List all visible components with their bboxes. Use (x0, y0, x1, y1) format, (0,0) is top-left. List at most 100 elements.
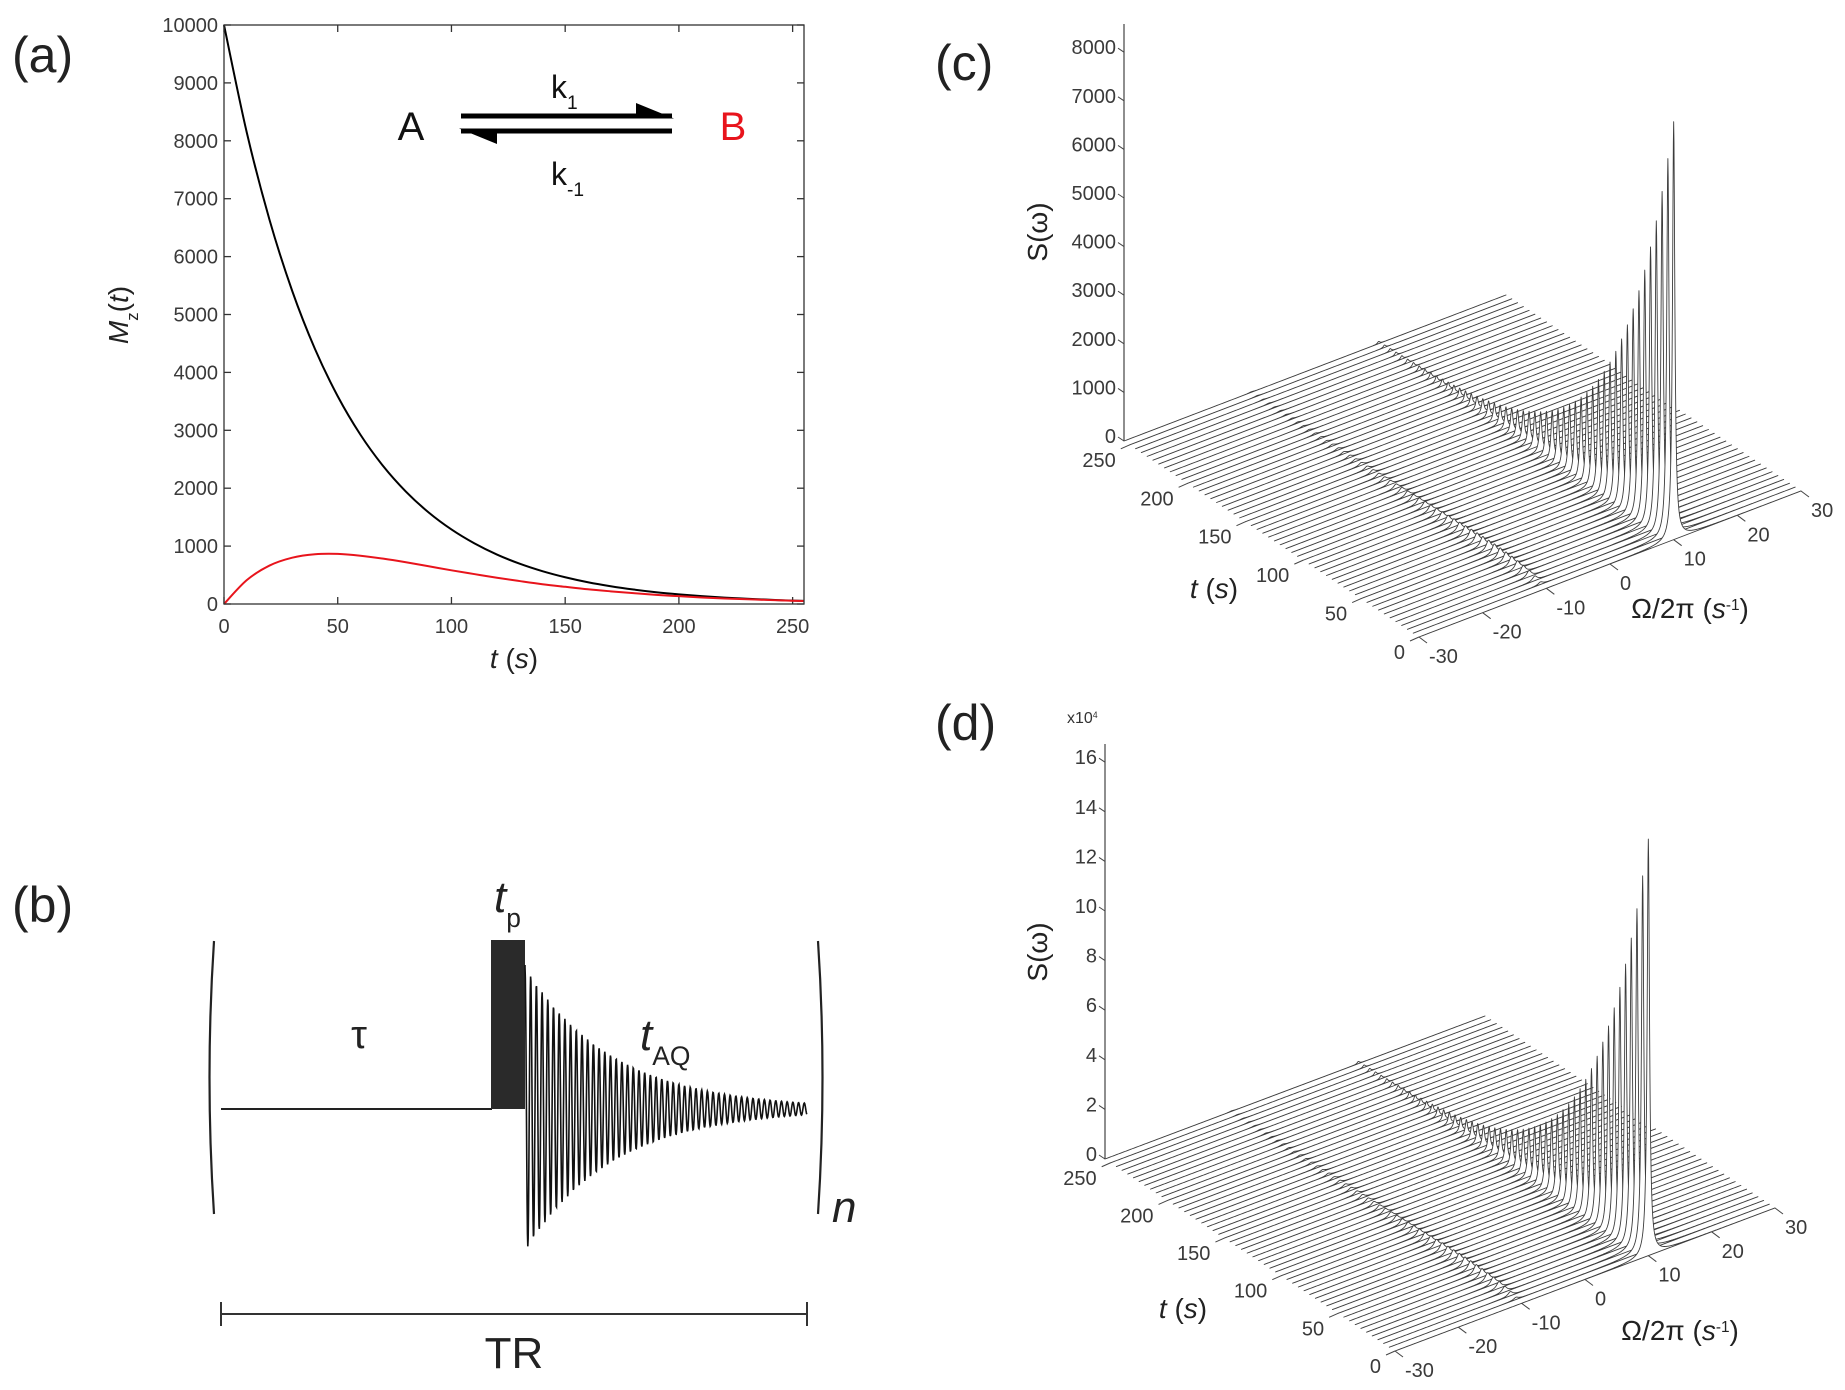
omega-tick-label: 20 (1747, 524, 1769, 546)
label-segment: s (515, 643, 529, 674)
omega-tick (1394, 1350, 1404, 1358)
t-tick (1101, 1162, 1111, 1168)
panel-c-waterfall: 0100020003000400050006000700080000501001… (1022, 24, 1833, 668)
left-bracket (208, 940, 216, 1215)
t-tick (1158, 1199, 1168, 1205)
spectrum-row (1388, 875, 1770, 1348)
y-tick-label: 10000 (162, 15, 218, 37)
t-tick (1215, 1237, 1225, 1243)
label-segment: s (1184, 1293, 1198, 1324)
omega-tick-label: -10 (1556, 597, 1585, 619)
spectrum-row (1161, 1053, 1543, 1198)
label-segment: t (1190, 573, 1199, 604)
label-segment: s (1712, 593, 1726, 624)
t-tick-label: 150 (1177, 1243, 1210, 1265)
omega-tick (1774, 1207, 1784, 1215)
z-multiplier-label: x104 (1067, 710, 1098, 727)
right-bracket (816, 940, 824, 1215)
label-segment: S(ω) (1022, 922, 1053, 981)
t-tick-label: 100 (1234, 1281, 1267, 1303)
y-tick-label: 2000 (174, 478, 219, 500)
t-tick-label: 0 (1394, 642, 1405, 664)
z-tick (1117, 290, 1125, 296)
label-segment: ( (103, 302, 134, 312)
t-tick (1236, 521, 1246, 527)
label-segment: t (1159, 1293, 1168, 1324)
label-segment: AQ (652, 1041, 690, 1071)
plot-area: 0 50 100 150 200 250 0 1000 2000 3000 4000 5000 6000… (162, 15, 809, 638)
z-tick (1098, 1005, 1106, 1011)
z-tick-label: 3000 (1072, 280, 1117, 302)
spectrum-row (1164, 321, 1547, 469)
y-tick-label: 7000 (174, 189, 219, 211)
label-segment: -1 (1726, 597, 1740, 614)
t-tick-label: 200 (1140, 488, 1173, 510)
spectrum-row (1195, 1075, 1577, 1220)
spectrum-row (1360, 1007, 1742, 1329)
omega-tick-label: 20 (1722, 1241, 1744, 1263)
label-segment: k (551, 156, 568, 192)
x-tick-label: 150 (548, 616, 581, 638)
spectrum-row (1235, 1102, 1617, 1247)
spectrum-row (1337, 1068, 1719, 1314)
spectrum-row (1167, 1056, 1549, 1201)
t-axis-label: t (s) (1159, 1293, 1207, 1324)
fid-signal (524, 965, 808, 1247)
spectrum-row (1172, 1060, 1554, 1205)
spectrum-row (1138, 1038, 1520, 1183)
series-B-line (223, 552, 805, 605)
omega-tick-label: 10 (1684, 549, 1706, 571)
z-tick (1098, 1055, 1106, 1061)
panel-label-b: (b) (12, 877, 73, 933)
spectrum-row (1349, 1041, 1730, 1322)
omega-tick (1648, 1255, 1657, 1263)
label-segment: S(ω) (1022, 202, 1053, 261)
z-tick-label: 7000 (1072, 86, 1117, 108)
z-tick-label: 6 (1086, 995, 1097, 1017)
series-A-line (223, 24, 805, 602)
omega-tick (1546, 587, 1555, 595)
spectrum-row (1123, 294, 1507, 442)
x-tick-label: 0 (218, 616, 229, 638)
label-segment: ( (498, 643, 516, 674)
panel-b-pulse-sequence: τ tp tAQ n TR (208, 873, 856, 1378)
label-segment: x10 (1067, 710, 1093, 727)
reverse-arrow (459, 128, 672, 144)
z-tick (1117, 47, 1125, 53)
spectrum-row (1206, 1083, 1588, 1228)
y-tick-label: 0 (207, 594, 218, 616)
t-tick (1351, 598, 1362, 604)
z-tick-label: 8 (1086, 946, 1097, 968)
t-tick (1328, 1312, 1339, 1318)
z-axis-label: S(ω) (1022, 202, 1053, 261)
x-tick-label: 50 (327, 616, 349, 638)
spectrum-row (1135, 302, 1519, 450)
spectrum-row (1152, 313, 1536, 461)
label-segment: ) (1229, 573, 1238, 604)
acquisition-time-label: tAQ (640, 1011, 690, 1071)
omega-tick-label: -30 (1429, 646, 1458, 668)
label-segment: s (1702, 1315, 1716, 1346)
omega-tick (1482, 612, 1491, 620)
omega-tick (1609, 563, 1619, 571)
spectrum-row (1360, 350, 1744, 600)
z-tick (1117, 242, 1125, 248)
spectrum-row (1250, 379, 1634, 526)
label-segment: ( (1167, 1293, 1185, 1324)
spectrum-row (1175, 329, 1559, 477)
omega-tick (1584, 1279, 1594, 1286)
omega-tick-label: -20 (1468, 1336, 1497, 1358)
y-tick-label: 9000 (174, 73, 219, 95)
spectrum-row (1372, 324, 1756, 607)
z-tick (1117, 96, 1125, 102)
z-tick (1098, 1154, 1106, 1160)
t-tick (1178, 482, 1188, 488)
omega-tick-label: 0 (1620, 573, 1631, 595)
spectrum-row (1121, 1026, 1503, 1171)
x-tick-label: 200 (662, 616, 695, 638)
z-tick (1098, 807, 1106, 813)
spectrum-row (1184, 1068, 1566, 1213)
delay-tau-label: τ (351, 1013, 367, 1057)
t-tick-label: 250 (1082, 450, 1115, 472)
